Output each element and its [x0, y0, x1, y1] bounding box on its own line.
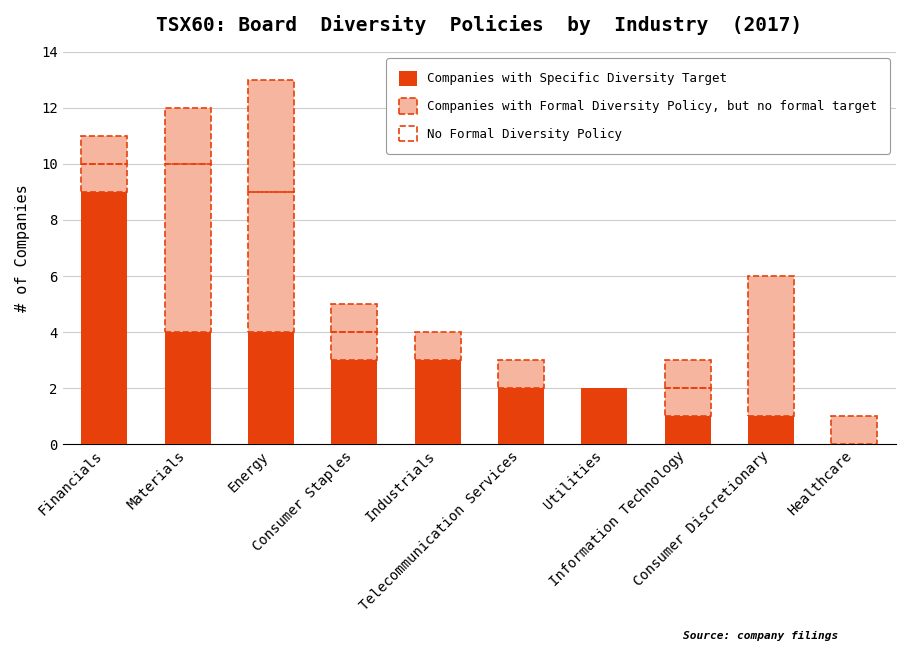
Bar	[748, 416, 793, 444]
Bar	[665, 388, 711, 416]
Bar	[415, 332, 461, 360]
Bar	[832, 416, 877, 444]
Bar	[665, 416, 711, 444]
Bar	[81, 192, 128, 444]
Bar	[332, 360, 377, 444]
Bar	[581, 388, 628, 444]
Bar	[332, 304, 377, 332]
Bar	[498, 360, 544, 388]
Bar	[248, 192, 294, 332]
Bar	[81, 136, 128, 164]
Bar	[165, 108, 210, 164]
Bar	[81, 164, 128, 192]
Bar	[165, 164, 210, 332]
Bar	[665, 360, 711, 388]
Bar	[748, 276, 793, 416]
Bar	[665, 360, 711, 388]
Bar	[748, 276, 793, 416]
Bar	[498, 360, 544, 388]
Legend: Companies with Specific Diversity Target, Companies with Formal Diversity Policy: Companies with Specific Diversity Target…	[386, 58, 890, 154]
Bar	[832, 416, 877, 444]
Bar	[498, 388, 544, 444]
Text: Source: company filings: Source: company filings	[683, 631, 838, 641]
Bar	[248, 332, 294, 444]
Bar	[248, 80, 294, 192]
Bar	[81, 164, 128, 192]
Bar	[81, 136, 128, 164]
Bar	[332, 304, 377, 332]
Bar	[165, 108, 210, 164]
Bar	[248, 80, 294, 192]
Bar	[332, 332, 377, 360]
Bar	[415, 360, 461, 444]
Y-axis label: # of Companies: # of Companies	[15, 184, 30, 312]
Bar	[332, 332, 377, 360]
Bar	[415, 332, 461, 360]
Title: TSX60: Board  Diversity  Policies  by  Industry  (2017): TSX60: Board Diversity Policies by Indus…	[156, 15, 803, 35]
Bar	[165, 164, 210, 332]
Bar	[165, 332, 210, 444]
Bar	[248, 192, 294, 332]
Bar	[665, 388, 711, 416]
